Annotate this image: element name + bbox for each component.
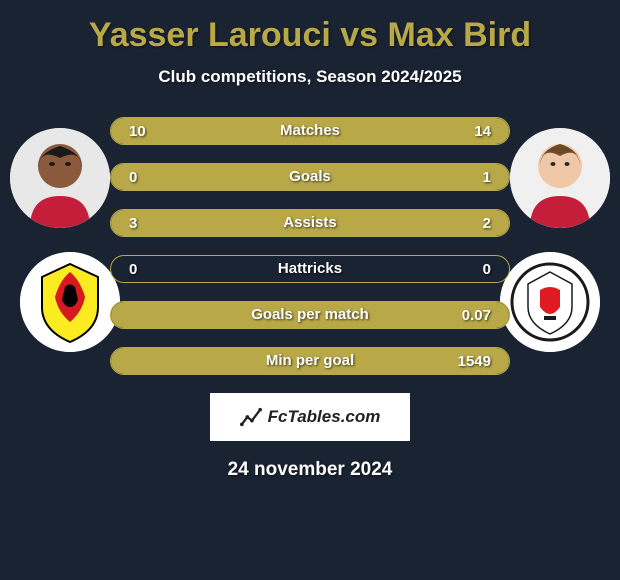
stat-row: 1014Matches bbox=[110, 117, 510, 145]
season-subtitle: Club competitions, Season 2024/2025 bbox=[0, 67, 620, 87]
stat-row: 1549Min per goal bbox=[110, 347, 510, 375]
stat-label: Min per goal bbox=[111, 348, 509, 374]
stat-label: Goals bbox=[111, 164, 509, 190]
comparison-title: Yasser Larouci vs Max Bird bbox=[0, 16, 620, 55]
stat-label: Assists bbox=[111, 210, 509, 236]
stat-label: Matches bbox=[111, 118, 509, 144]
infographic-date: 24 november 2024 bbox=[0, 459, 620, 481]
stat-row: 32Assists bbox=[110, 209, 510, 237]
stat-label: Goals per match bbox=[111, 302, 509, 328]
chart-icon bbox=[240, 406, 262, 428]
stat-row: 0.07Goals per match bbox=[110, 301, 510, 329]
stat-row: 01Goals bbox=[110, 163, 510, 191]
brand-label: FcTables.com bbox=[268, 407, 381, 427]
stat-label: Hattricks bbox=[111, 256, 509, 282]
stat-row: 00Hattricks bbox=[110, 255, 510, 283]
brand-box: FcTables.com bbox=[210, 393, 410, 441]
stat-bars: 1014Matches 01Goals 32Assists 00Hattricks 0.… bbox=[0, 117, 620, 375]
